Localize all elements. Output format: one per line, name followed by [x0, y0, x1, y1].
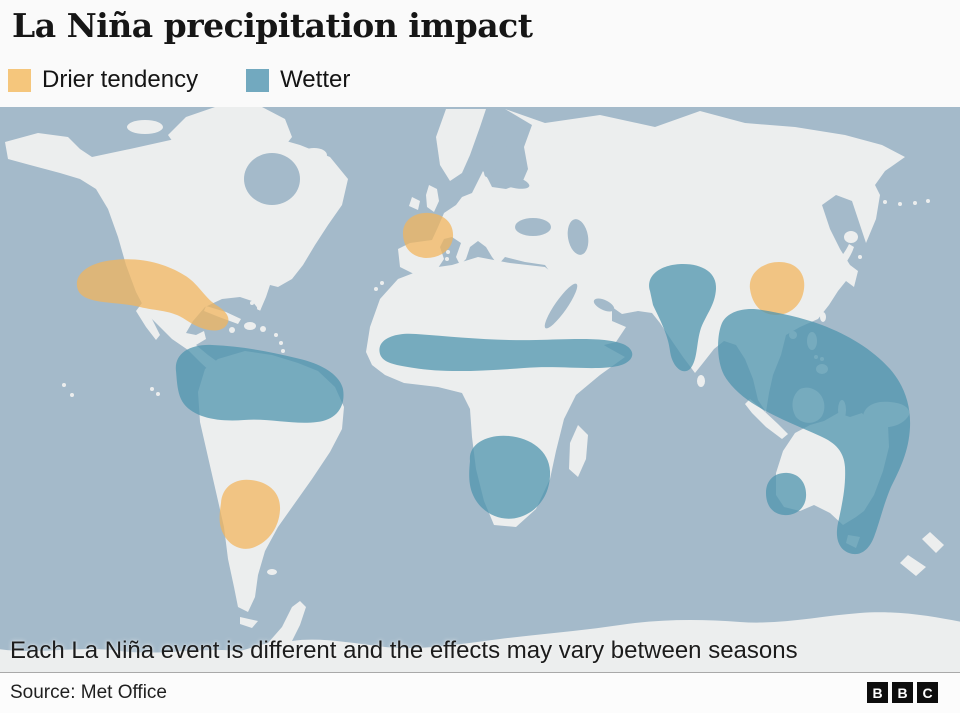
- region-wetter-sahel: [379, 333, 633, 372]
- landmass-bahamas: [250, 301, 254, 305]
- landmass-hispaniola: [244, 322, 256, 330]
- landmass-antilles: [281, 349, 285, 353]
- landmass-aleutians: [868, 197, 872, 201]
- bbc-logo-block: B: [867, 682, 888, 703]
- landmass-galapagos: [156, 392, 160, 396]
- landmass-africa: [366, 257, 625, 527]
- hudson-bay: [244, 153, 300, 205]
- landmass-tierra-del-fuego: [240, 617, 258, 628]
- landmass-aleutians: [913, 201, 917, 205]
- wetter-swatch-icon: [246, 68, 270, 92]
- landmass-antarctica: [0, 601, 960, 672]
- landmass-ireland: [409, 197, 420, 210]
- landmass-antilles: [279, 341, 283, 345]
- legend-label-drier: Drier tendency: [42, 66, 199, 93]
- baltic-sea: [490, 173, 530, 189]
- caspian-sea: [567, 219, 589, 255]
- landmass-madagascar: [569, 425, 588, 477]
- landmass-falklands: [267, 569, 277, 575]
- landmass-hokkaido: [844, 231, 858, 243]
- landmass-kyushu: [820, 278, 828, 286]
- drier-swatch-icon: [8, 68, 31, 92]
- region-wetter-india: [649, 264, 717, 372]
- landmass-sri-lanka: [697, 375, 705, 387]
- landmass-honshu: [827, 244, 854, 277]
- landmass-bahamas: [257, 306, 261, 310]
- black-sea: [515, 218, 551, 236]
- landmass-taiwan: [820, 312, 826, 322]
- region-drier-southern-north-america: [76, 259, 229, 331]
- landmass-pacific-island: [62, 383, 66, 387]
- landmass-aleutians: [883, 200, 887, 204]
- landmass-sardinia: [445, 257, 449, 261]
- landmass-great-britain: [426, 185, 439, 212]
- legend-item-wetter: Wetter: [246, 66, 350, 94]
- bbc-logo-block: B: [892, 682, 913, 703]
- landmass-galapagos: [150, 387, 154, 391]
- wetter-regions: [175, 264, 911, 555]
- landmass-new-zealand-south: [900, 555, 926, 576]
- page-title: La Niña precipitation impact: [12, 6, 533, 45]
- landmass-arctic-island: [212, 118, 232, 128]
- region-wetter-southern-africa: [469, 435, 551, 519]
- legend: Drier tendency Wetter: [8, 66, 350, 94]
- source-credit: Source: Met Office: [10, 682, 167, 703]
- landmass-canary: [380, 281, 384, 285]
- persian-gulf: [593, 298, 615, 312]
- region-drier-iberia: [402, 212, 454, 258]
- legend-label-wetter: Wetter: [280, 66, 351, 93]
- drier-regions: [76, 212, 805, 549]
- landmass-kurils: [858, 255, 862, 259]
- landmass-jamaica: [229, 327, 235, 333]
- landmass-arctic-island: [127, 120, 163, 134]
- region-drier-argentina: [219, 479, 281, 549]
- landmass-puerto-rico: [260, 326, 266, 332]
- map-caption: Each La Niña event is different and the …: [10, 637, 798, 664]
- landmass-pacific-island: [70, 393, 74, 397]
- landmass-sumatra: [745, 399, 788, 439]
- landmass-scandinavia: [436, 109, 486, 181]
- landmass-ryukyu: [814, 295, 818, 299]
- header: La Niña precipitation impact Drier tende…: [0, 0, 960, 107]
- landmass-aleutians: [926, 199, 930, 203]
- inland-seas: [244, 133, 615, 329]
- region-wetter-maritime-continent-east-australia: [718, 309, 911, 555]
- bbc-logo-block: C: [917, 682, 938, 703]
- landmass-new-zealand-north: [922, 532, 944, 553]
- world-map-svg: [0, 107, 960, 672]
- region-wetter-south-west-australia: [766, 472, 807, 516]
- gulf-of-bothnia: [484, 133, 508, 177]
- landmass-canary: [374, 287, 378, 291]
- bbc-logo: B B C: [867, 682, 938, 703]
- landmass-aleutians: [898, 202, 902, 206]
- legend-item-drier: Drier tendency: [8, 66, 198, 94]
- landmass-antilles: [274, 333, 278, 337]
- world-map: Each La Niña event is different and the …: [0, 107, 960, 672]
- region-drier-southern-china: [749, 262, 805, 315]
- red-sea: [544, 283, 578, 329]
- landmass-corsica: [446, 250, 450, 254]
- region-wetter-northern-south-america: [175, 344, 344, 423]
- landmass-baja-california: [136, 303, 160, 340]
- landmass-iceland: [301, 148, 327, 162]
- landmass-ryukyu: [808, 303, 812, 307]
- footer: Source: Met Office B B C: [0, 672, 960, 713]
